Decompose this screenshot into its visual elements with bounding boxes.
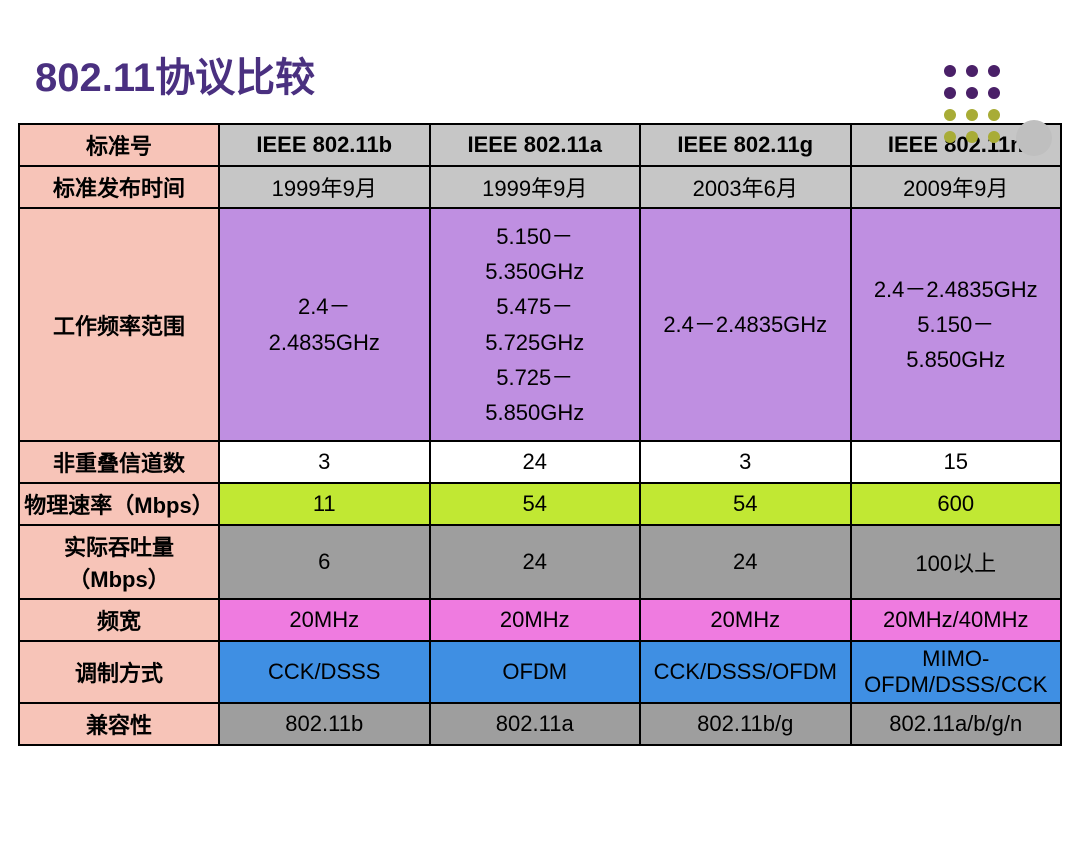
table-cell: 5.150－5.350GHz5.475－5.725GHz5.725－5.850G… bbox=[430, 208, 641, 441]
row-label: 标准发布时间 bbox=[19, 166, 219, 208]
col-header: IEEE 802.11b bbox=[219, 124, 430, 166]
decor-dot bbox=[988, 131, 1000, 143]
col-header: IEEE 802.11a bbox=[430, 124, 641, 166]
table-cell: 2.4－2.4835GHz bbox=[219, 208, 430, 441]
decor-dot bbox=[966, 109, 978, 121]
row-label: 兼容性 bbox=[19, 703, 219, 745]
table-cell: 2003年6月 bbox=[640, 166, 851, 208]
decor-dot bbox=[988, 87, 1000, 99]
table-cell: 802.11b bbox=[219, 703, 430, 745]
table-cell: 54 bbox=[430, 483, 641, 525]
table-cell: 802.11a bbox=[430, 703, 641, 745]
col-header: IEEE 802.11g bbox=[640, 124, 851, 166]
row-label: 频宽 bbox=[19, 599, 219, 641]
table-cell: 24 bbox=[430, 525, 641, 599]
table-cell: 2.4－2.4835GHz5.150－5.850GHz bbox=[851, 208, 1062, 441]
table-cell: 2.4－2.4835GHz bbox=[640, 208, 851, 441]
table-cell: CCK/DSSS/OFDM bbox=[640, 641, 851, 703]
table-cell: 2009年9月 bbox=[851, 166, 1062, 208]
row-label: 物理速率（Mbps） bbox=[19, 483, 219, 525]
decor-dot bbox=[944, 131, 956, 143]
table-cell: 20MHz bbox=[640, 599, 851, 641]
table-cell: MIMO-OFDM/DSSS/CCK bbox=[851, 641, 1062, 703]
decor-big-dot bbox=[1016, 120, 1052, 156]
row-label: 非重叠信道数 bbox=[19, 441, 219, 483]
table-cell: 6 bbox=[219, 525, 430, 599]
table-cell: 1999年9月 bbox=[219, 166, 430, 208]
table-cell: 24 bbox=[640, 525, 851, 599]
decor-dot bbox=[944, 65, 956, 77]
table-cell: 20MHz bbox=[430, 599, 641, 641]
decor-dot bbox=[944, 87, 956, 99]
table-cell: 54 bbox=[640, 483, 851, 525]
table-cell: 20MHz bbox=[219, 599, 430, 641]
table-cell: 802.11a/b/g/n bbox=[851, 703, 1062, 745]
slide-title: 802.11协议比较 bbox=[35, 45, 1080, 103]
decor-dot bbox=[966, 131, 978, 143]
table-cell: 100以上 bbox=[851, 525, 1062, 599]
table-cell: 3 bbox=[219, 441, 430, 483]
table-cell: OFDM bbox=[430, 641, 641, 703]
decor-dot bbox=[966, 65, 978, 77]
table-cell: 20MHz/40MHz bbox=[851, 599, 1062, 641]
table-cell: CCK/DSSS bbox=[219, 641, 430, 703]
table-cell: 802.11b/g bbox=[640, 703, 851, 745]
table-cell: 1999年9月 bbox=[430, 166, 641, 208]
comparison-table: 标准号IEEE 802.11bIEEE 802.11aIEEE 802.11gI… bbox=[18, 123, 1062, 746]
table-cell: 3 bbox=[640, 441, 851, 483]
row-label: 调制方式 bbox=[19, 641, 219, 703]
row-label: 工作频率范围 bbox=[19, 208, 219, 441]
row-label: 实际吞吐量（Mbps） bbox=[19, 525, 219, 599]
decor-dot bbox=[988, 65, 1000, 77]
table-cell: 24 bbox=[430, 441, 641, 483]
table-cell: 600 bbox=[851, 483, 1062, 525]
decor-dot bbox=[944, 109, 956, 121]
decor-dot bbox=[988, 109, 1000, 121]
decor-dot bbox=[966, 87, 978, 99]
table-cell: 15 bbox=[851, 441, 1062, 483]
col-header-label: 标准号 bbox=[19, 124, 219, 166]
table-cell: 11 bbox=[219, 483, 430, 525]
